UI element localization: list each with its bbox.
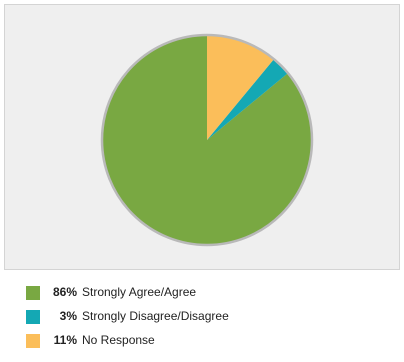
legend-percent: 3% <box>59 309 77 323</box>
legend-label: Strongly Agree/Agree <box>82 285 197 299</box>
legend-percent: 86% <box>52 285 77 299</box>
pie-slice-strongly-disagree-disagree <box>207 59 288 140</box>
chart-frame <box>4 4 400 270</box>
legend-swatch-green <box>26 286 40 300</box>
legend-swatch-teal <box>26 310 40 324</box>
legend-label: Strongly Disagree/Disagree <box>82 309 229 323</box>
pie-outline <box>100 33 314 247</box>
legend-percent: 11% <box>53 333 77 347</box>
pie-chart <box>100 33 314 247</box>
legend-label: No Response <box>82 333 155 347</box>
pie-slice-strongly-agree-agree <box>101 35 312 245</box>
legend-swatch-orange <box>26 334 40 348</box>
pie-slice-no-response <box>207 35 274 140</box>
